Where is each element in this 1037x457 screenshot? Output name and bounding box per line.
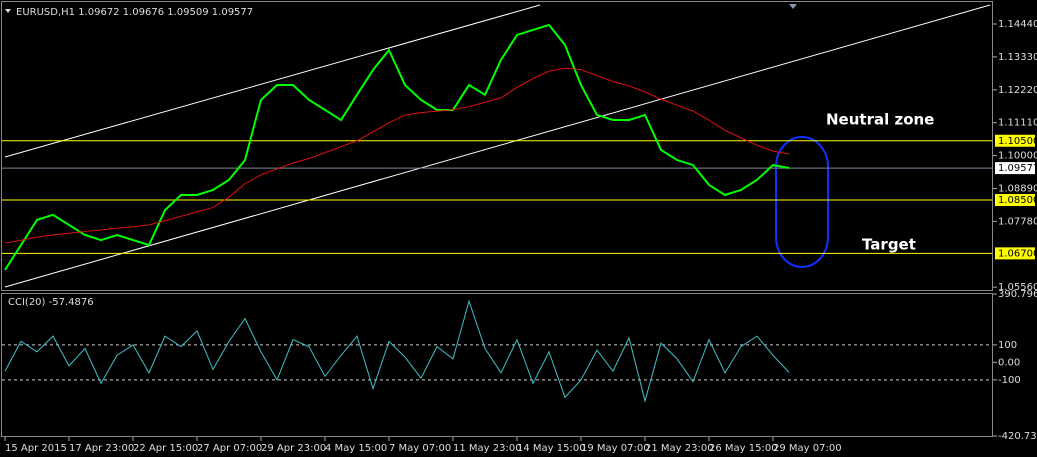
y-tick-label: 100: [998, 340, 1017, 351]
y-tick-label: -100: [998, 375, 1021, 386]
y-tick-label: -420.7303: [998, 431, 1037, 442]
cci-panel: [1, 293, 993, 437]
level-label-box: [995, 134, 1035, 147]
x-tick-label: 14 May 15:00: [517, 443, 586, 454]
level-label: 1.08500: [998, 195, 1037, 206]
trend-line: [4, 4, 541, 158]
y-tick-label: 1.05560: [998, 282, 1037, 293]
y-tick-label: 390.7963: [998, 289, 1037, 300]
menu-triangle: [5, 9, 11, 13]
x-tick-label: 7 May 07:00: [389, 443, 451, 454]
level-label-box: [995, 194, 1035, 207]
x-tick-label: 22 Apr 15:00: [133, 443, 198, 454]
y-tick-label: 0.00: [998, 357, 1020, 368]
level-label-box: [995, 247, 1035, 260]
series-line: [4, 299, 790, 403]
annotation: Target: [862, 236, 916, 254]
main-panel: [1, 1, 993, 291]
chart-title: EURUSD,H1 1.09672 1.09676 1.09509 1.0957…: [16, 7, 253, 18]
cci-title: CCI(20) -57.4876: [8, 297, 94, 308]
trend-line: [4, 4, 991, 288]
price-label-box: [995, 162, 1035, 175]
x-tick-label: 17 Apr 23:00: [69, 443, 134, 454]
x-tick-label: 29 Apr 23:00: [261, 443, 326, 454]
annotation: Neutral zone: [826, 111, 934, 129]
y-tick-label: 1.11110: [998, 118, 1037, 129]
zone-ellipse: [775, 136, 829, 268]
x-tick-label: 4 May 15:00: [325, 443, 387, 454]
level-label: 1.10500: [998, 136, 1037, 147]
x-tick-label: 26 May 15:00: [709, 443, 778, 454]
series-line: [4, 67, 790, 244]
x-tick-label: 15 Apr 2015: [5, 443, 67, 454]
y-tick-label: 1.13330: [998, 52, 1037, 63]
y-tick-label: 1.07780: [998, 216, 1037, 227]
x-tick-label: 19 May 07:00: [581, 443, 650, 454]
y-tick-label: 1.14440: [998, 19, 1037, 30]
series-line: [4, 23, 790, 271]
shift-marker: [789, 4, 797, 9]
y-tick-label: 1.12220: [998, 85, 1037, 96]
x-tick-label: 29 May 07:00: [773, 443, 842, 454]
y-tick-label: 1.08890: [998, 183, 1037, 194]
y-tick-label: 1.10000: [998, 151, 1037, 162]
x-tick-label: 11 May 23:00: [453, 443, 522, 454]
level-label: 1.06700: [998, 248, 1037, 259]
price-label: 1.09577: [998, 163, 1037, 174]
x-tick-label: 27 Apr 07:00: [197, 443, 262, 454]
x-tick-label: 21 May 23:00: [645, 443, 714, 454]
